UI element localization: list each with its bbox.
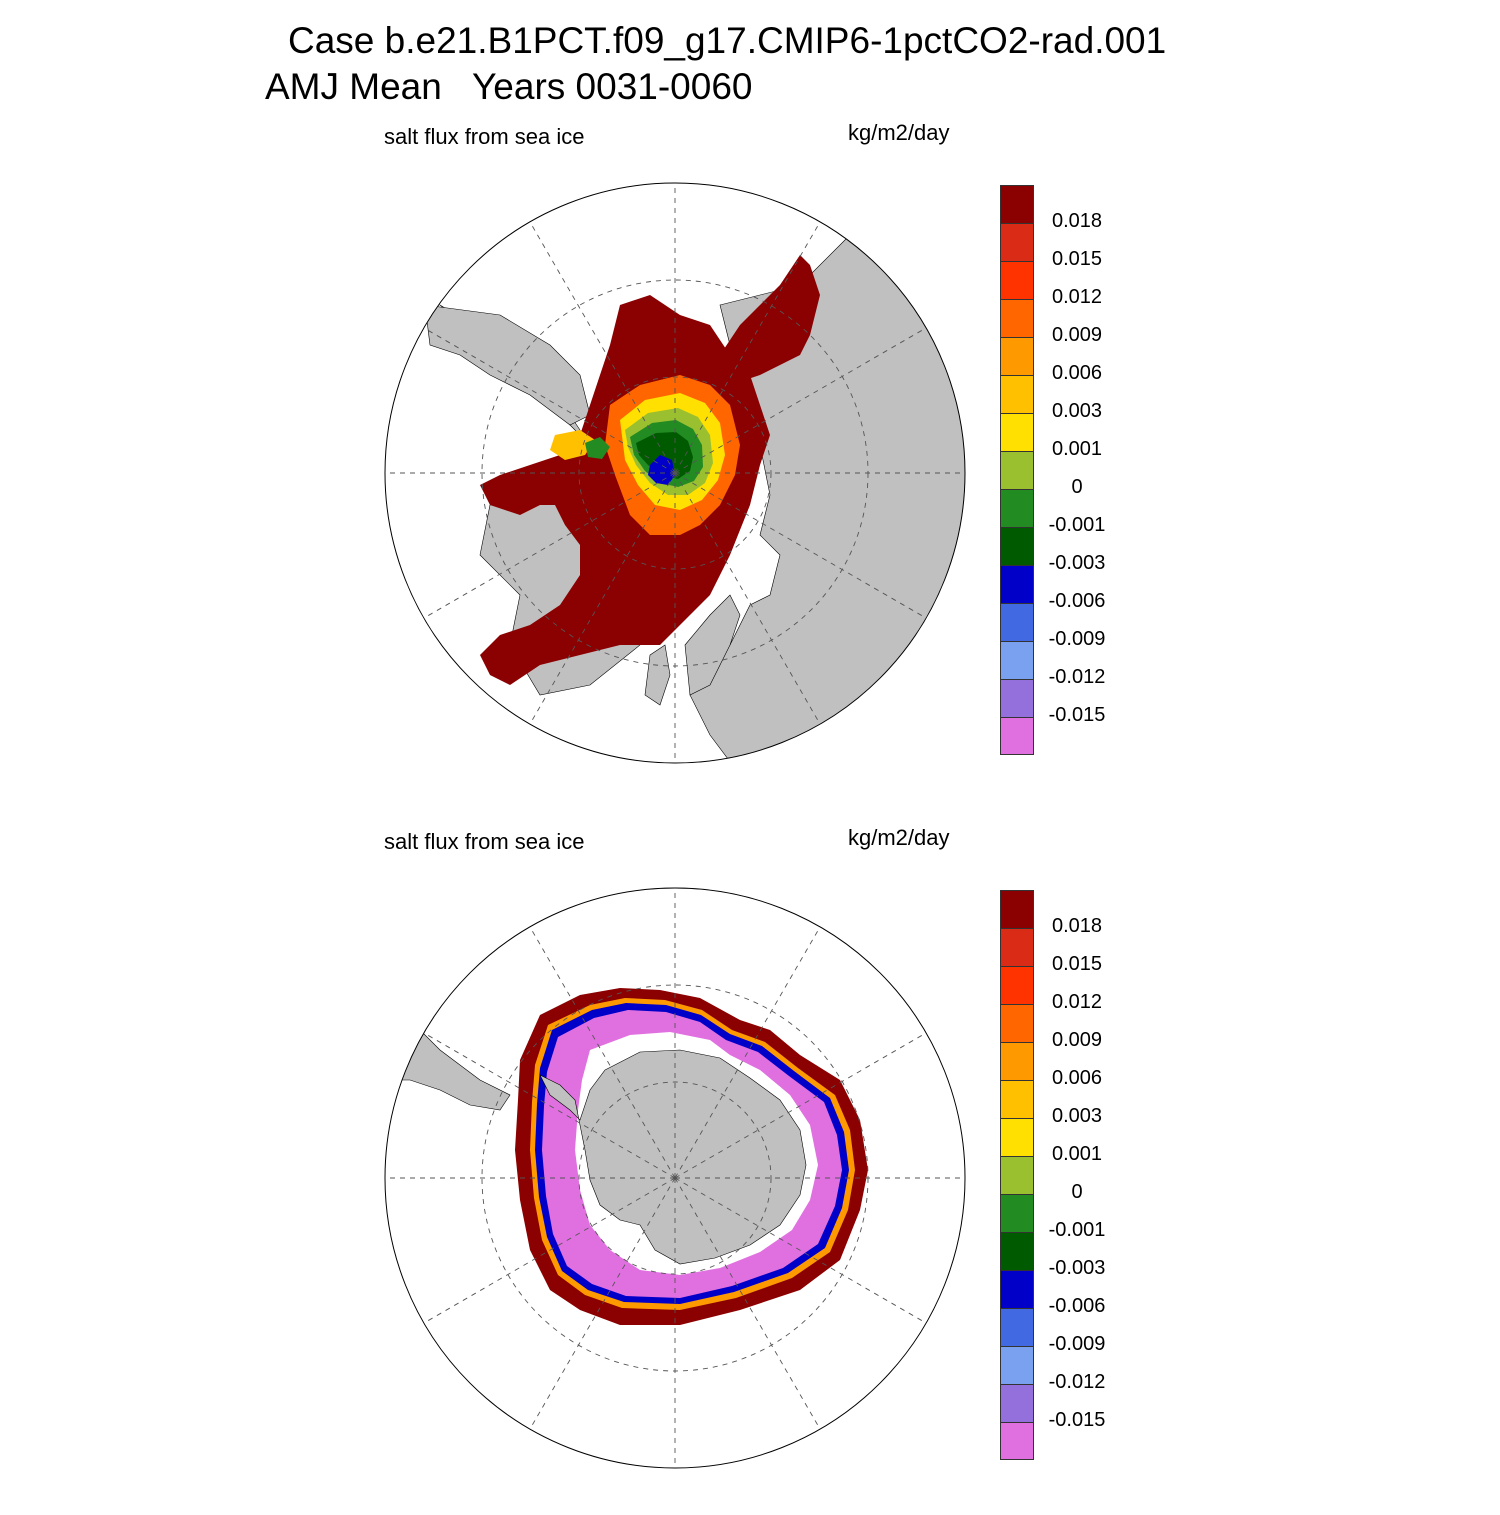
colorbar-tick-label: 0.012 (1051, 991, 1103, 1013)
colorbar-swatch (1000, 451, 1034, 489)
map-boundary (384, 887, 966, 1469)
colorbar-tick-label: 0.009 (1051, 324, 1103, 346)
land-uk (644, 644, 671, 706)
colorbar-tick-label: -0.006 (1048, 590, 1106, 612)
colorbar-swatch (1000, 413, 1034, 451)
colorbar-tick-label: 0.006 (1051, 362, 1103, 384)
colorbar-swatch (1000, 1346, 1034, 1384)
colorbar-tick-label: -0.009 (1048, 628, 1106, 650)
colorbar-swatch (1000, 223, 1034, 261)
colorbar-tick-label: -0.006 (1048, 1295, 1106, 1317)
land-alaska (424, 304, 591, 426)
colorbar-swatch (1000, 261, 1034, 299)
antarctic-map (384, 887, 966, 1469)
map-boundary (384, 182, 966, 764)
panel-left-title: salt flux from sea ice (384, 124, 585, 149)
panel-antarctic: salt flux from sea ice kg/m2/day (0, 815, 1500, 1515)
colorbar-swatch (1000, 1118, 1034, 1156)
land-africa-tip (939, 1029, 965, 1076)
colorbar: 0.018 0.015 0.012 0.009 0.006 0.003 0.001 0 -0.0… (1000, 890, 1130, 1465)
colorbar-tick-label: 0.001 (1051, 1143, 1103, 1165)
colorbar-swatch (1000, 527, 1034, 565)
colorbar-swatch (1000, 489, 1034, 527)
panel-units-label: kg/m2/day (848, 120, 950, 145)
colorbar-swatch (1000, 299, 1034, 337)
colorbar-swatch (1000, 1194, 1034, 1232)
graticule (385, 888, 965, 1468)
colorbar-tick-label: 0 (1071, 1181, 1083, 1203)
colorbar-swatch (1000, 1422, 1034, 1460)
colorbar: 0.018 0.015 0.012 0.009 0.006 0.003 0.001 0 -0.0… (1000, 185, 1130, 760)
colorbar-tick-label: 0.015 (1051, 248, 1103, 270)
colorbar-tick-label: -0.012 (1048, 1371, 1106, 1393)
colorbar-swatch (1000, 1004, 1034, 1042)
field-dark-red-bering (720, 255, 820, 385)
colorbar-swatch (1000, 1080, 1034, 1118)
panel-left-title: salt flux from sea ice (384, 829, 585, 854)
colorbar-tick-label: -0.003 (1048, 552, 1106, 574)
field-blue (648, 455, 675, 485)
figure-title-line1: Case b.e21.B1PCT.f09_g17.CMIP6-1pctCO2-r… (288, 20, 1167, 61)
colorbar-swatch (1000, 1156, 1034, 1194)
graticule (385, 183, 965, 763)
colorbar-tick-label: 0.015 (1051, 953, 1103, 975)
colorbar-swatch (1000, 1384, 1034, 1422)
colorbar-swatch (1000, 641, 1034, 679)
colorbar-swatch (1000, 717, 1034, 755)
colorbar-swatch (1000, 1308, 1034, 1346)
colorbar-tick-label: 0.006 (1051, 1067, 1103, 1089)
figure-title-line2: AMJ Mean Years 0031-0060 (265, 66, 753, 107)
arctic-map (384, 182, 966, 764)
colorbar-swatch (1000, 603, 1034, 641)
colorbar-tick-label: -0.015 (1048, 1409, 1106, 1431)
land-scandinavia (684, 594, 741, 696)
land-antarctica (539, 1049, 807, 1265)
panel-arctic: salt flux from sea ice kg/m2/day (0, 110, 1500, 810)
colorbar-tick-label: -0.009 (1048, 1333, 1106, 1355)
colorbar-swatch (1000, 679, 1034, 717)
colorbar-swatch (1000, 1270, 1034, 1308)
field-coast-mix (550, 430, 595, 460)
colorbar-swatch (1000, 1232, 1034, 1270)
colorbar-swatch (1000, 1042, 1034, 1080)
colorbar-tick-label: 0.018 (1051, 210, 1103, 232)
colorbar-swatch (1000, 185, 1034, 223)
colorbar-tick-label: 0.009 (1051, 1029, 1103, 1051)
colorbar-tick-label: -0.001 (1048, 1219, 1106, 1241)
panel-units-label: kg/m2/day (848, 825, 950, 850)
colorbar-tick-label: 0 (1071, 476, 1083, 498)
colorbar-tick-label: -0.015 (1048, 704, 1106, 726)
colorbar-tick-label: -0.012 (1048, 666, 1106, 688)
colorbar-swatch (1000, 337, 1034, 375)
colorbar-swatch (1000, 375, 1034, 413)
colorbar-swatch (1000, 890, 1034, 928)
colorbar-swatch (1000, 966, 1034, 1004)
colorbar-tick-label: -0.003 (1048, 1257, 1106, 1279)
colorbar-tick-label: 0.018 (1051, 915, 1103, 937)
field-coast-green (585, 437, 610, 459)
colorbar-tick-label: 0.003 (1051, 400, 1103, 422)
colorbar-swatch (1000, 928, 1034, 966)
colorbar-tick-label: -0.001 (1048, 514, 1106, 536)
colorbar-tick-label: 0.012 (1051, 286, 1103, 308)
colorbar-swatch (1000, 565, 1034, 603)
colorbar-tick-label: 0.003 (1051, 1105, 1103, 1127)
colorbar-tick-label: 0.001 (1051, 438, 1103, 460)
